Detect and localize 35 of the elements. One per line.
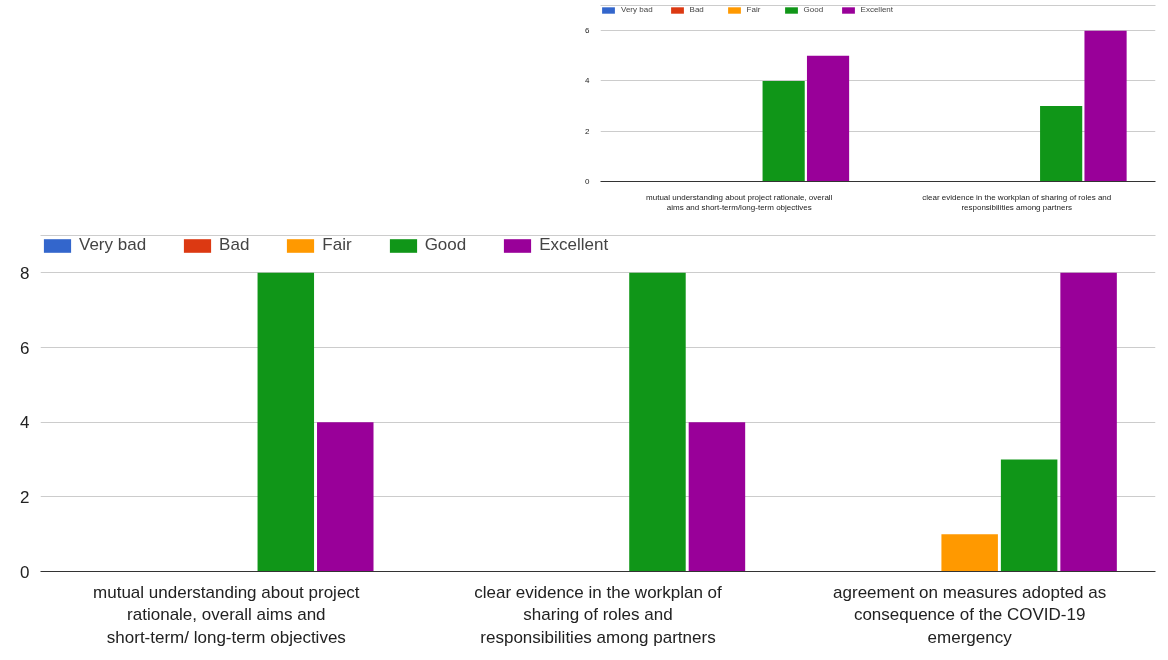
bar — [629, 272, 686, 572]
y-tick-label: 8 — [20, 263, 30, 283]
legend-label: Very bad — [621, 5, 653, 14]
x-tick-label: mutual understanding about project rationale, overall aims and short-term/long-term objectives — [646, 192, 833, 213]
bar — [257, 272, 315, 572]
x-tick-label: clear evidence in the workplan of sharing of roles and responsibilities among partners — [474, 582, 723, 648]
bar — [317, 422, 374, 572]
y-tick-label: 2 — [20, 487, 30, 507]
bar — [1060, 272, 1117, 572]
legend-label: Good — [803, 5, 824, 14]
y-tick-label: 4 — [585, 76, 591, 86]
legend-label: Excellent — [539, 235, 609, 255]
y-tick-label: 0 — [20, 562, 30, 582]
y-tick-label: 4 — [20, 413, 30, 433]
bar — [688, 422, 746, 572]
bar — [1040, 106, 1083, 182]
y-tick-label: 6 — [20, 338, 30, 358]
x-tick-label: agreement on measures adopted as consequence of the COVID-19 emergency — [833, 582, 1107, 648]
legend-label: Bad — [219, 235, 250, 255]
bar — [806, 55, 850, 182]
legend-label: Excellent — [860, 5, 894, 14]
legend-label: Fair — [746, 5, 762, 14]
legend-label: Good — [424, 235, 467, 255]
y-tick-label: 6 — [585, 26, 591, 36]
x-tick-label: mutual understanding about project rationale, overall aims and short-term/ long-term objectives — [93, 582, 360, 648]
y-tick-label: 0 — [585, 177, 591, 186]
legend-label: Fair — [322, 235, 352, 255]
x-tick-label: clear evidence in the workplan of sharing of roles and responsibilities among partners — [922, 192, 1112, 213]
bar — [1000, 459, 1058, 572]
y-tick-label: 2 — [585, 126, 591, 136]
legend-label: Very bad — [79, 235, 147, 255]
legend-label: Bad — [689, 5, 705, 14]
bar — [762, 80, 805, 182]
bar — [1084, 30, 1127, 182]
bar — [941, 534, 998, 572]
